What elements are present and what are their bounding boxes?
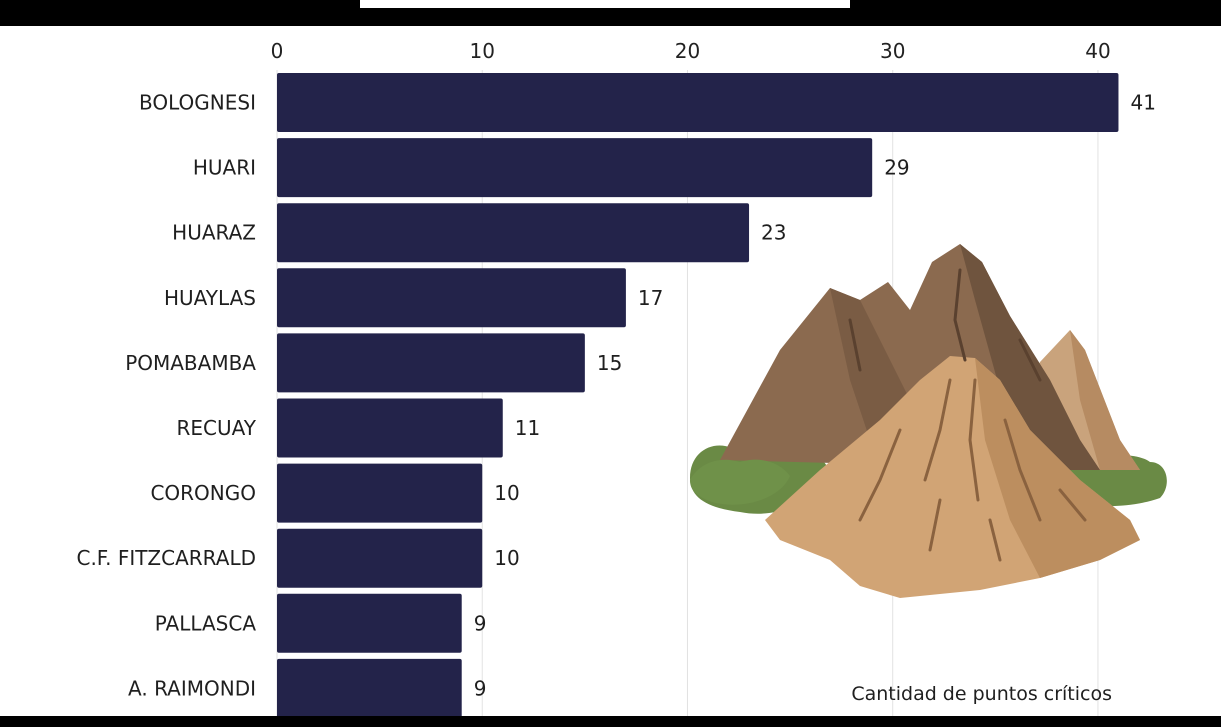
- x-tick-label: 0: [271, 39, 284, 63]
- bar: [277, 138, 873, 198]
- category-label: PALLASCA: [155, 611, 257, 635]
- bar: [277, 463, 483, 523]
- category-label: C.F. FITZCARRALD: [76, 546, 256, 570]
- value-label: 10: [494, 481, 519, 505]
- x-tick-label: 10: [470, 39, 495, 63]
- mountain-illustration: [690, 244, 1167, 598]
- x-axis-ticks: 0 10 20 30 40: [271, 39, 1111, 63]
- value-label: 41: [1130, 91, 1155, 115]
- category-labels: BOLOGNESI HUARI HUARAZ HUAYLAS POMABAMBA RECU…: [76, 91, 256, 701]
- category-label: HUARI: [193, 156, 256, 180]
- bar: [277, 658, 462, 718]
- category-label: BOLOGNESI: [139, 91, 256, 115]
- value-label: 15: [597, 351, 622, 375]
- cropped-title-area: [360, 0, 850, 8]
- x-tick-label: 20: [675, 39, 700, 63]
- category-label: HUAYLAS: [164, 286, 256, 310]
- value-label: 29: [884, 156, 909, 180]
- bar: [277, 398, 503, 458]
- value-label: 23: [761, 221, 786, 245]
- bar: [277, 333, 585, 393]
- bar: [277, 268, 626, 328]
- bar: [277, 73, 1119, 132]
- category-label: A. RAIMONDI: [128, 676, 256, 700]
- bars: [277, 73, 1119, 718]
- x-tick-label: 30: [880, 39, 905, 63]
- value-label: 10: [494, 546, 519, 570]
- category-label: RECUAY: [177, 416, 257, 440]
- category-label: HUARAZ: [172, 221, 256, 245]
- value-labels: 41 29 23 17 15 11 10 10 9 9: [474, 91, 1156, 701]
- x-tick-label: 40: [1085, 39, 1110, 63]
- category-label: CORONGO: [150, 481, 256, 505]
- bar: [277, 203, 750, 263]
- value-label: 9: [474, 611, 487, 635]
- value-label: 17: [638, 286, 663, 310]
- value-label: 11: [515, 416, 540, 440]
- category-label: POMABAMBA: [125, 351, 256, 375]
- value-label: 9: [474, 676, 487, 700]
- bar: [277, 593, 462, 653]
- bar: [277, 528, 483, 588]
- annotation-label: Cantidad de puntos críticos: [851, 683, 1112, 705]
- bottom-frame-band: [0, 716, 1221, 727]
